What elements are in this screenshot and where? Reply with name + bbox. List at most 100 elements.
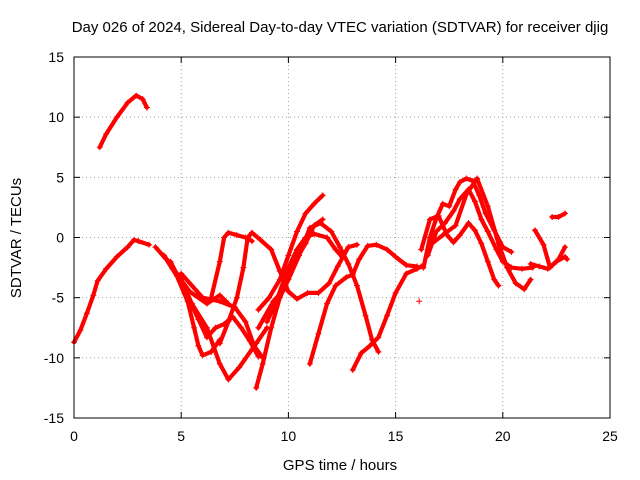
data-point xyxy=(255,324,262,331)
data-point xyxy=(293,228,300,235)
data-point xyxy=(167,258,174,265)
data-point xyxy=(491,276,498,283)
data-point xyxy=(549,214,556,221)
data-point xyxy=(420,264,427,271)
data-point xyxy=(416,298,423,305)
data-point xyxy=(90,292,97,299)
data-point xyxy=(521,286,528,293)
data-point xyxy=(253,384,260,391)
series-line xyxy=(419,213,501,288)
data-point xyxy=(435,212,442,219)
data-point xyxy=(238,324,245,331)
x-tick-label: 5 xyxy=(177,428,185,444)
data-point xyxy=(345,244,352,251)
data-point xyxy=(452,186,459,193)
data-point xyxy=(124,99,131,106)
y-tick-label: -10 xyxy=(44,350,64,366)
series-track-1 xyxy=(96,92,150,151)
data-point xyxy=(199,352,206,359)
data-point xyxy=(444,232,451,239)
data-point xyxy=(240,264,247,271)
x-tick-label: 20 xyxy=(495,428,511,444)
data-point xyxy=(143,104,150,111)
x-tick-label: 15 xyxy=(388,428,404,444)
data-point xyxy=(306,360,313,367)
data-point xyxy=(540,241,547,248)
data-point xyxy=(191,324,198,331)
data-point xyxy=(311,222,318,229)
data-point xyxy=(77,327,84,334)
series-track-18 xyxy=(429,175,534,293)
data-point xyxy=(203,334,210,341)
data-point xyxy=(478,216,485,223)
data-point xyxy=(358,350,365,357)
data-point xyxy=(531,227,538,234)
data-point xyxy=(328,228,335,235)
data-point xyxy=(233,232,240,239)
data-point xyxy=(484,203,491,210)
data-point xyxy=(403,270,410,277)
data-point xyxy=(83,310,90,317)
data-point xyxy=(414,265,421,272)
data-point xyxy=(429,240,436,247)
data-point xyxy=(456,232,463,239)
chart-title: Day 026 of 2024, Sidereal Day-to-day VTE… xyxy=(72,19,609,36)
data-point xyxy=(561,244,568,251)
y-tick-label: 5 xyxy=(56,169,64,185)
data-point xyxy=(512,280,519,287)
data-point xyxy=(527,276,534,283)
data-point xyxy=(463,191,470,198)
data-point xyxy=(268,324,275,331)
data-point xyxy=(555,256,562,263)
data-point xyxy=(195,342,202,349)
series-track-17 xyxy=(424,186,536,272)
data-point xyxy=(456,179,463,186)
data-point xyxy=(319,192,326,199)
data-point xyxy=(426,216,433,223)
series-track-2 xyxy=(71,236,153,346)
data-point xyxy=(113,253,120,260)
data-point xyxy=(195,316,202,323)
data-point xyxy=(349,366,356,373)
data-point xyxy=(276,276,283,283)
data-point xyxy=(152,244,159,251)
data-point xyxy=(216,292,223,299)
x-tick-label: 25 xyxy=(602,428,618,444)
data-point xyxy=(450,208,457,215)
data-point xyxy=(561,210,568,217)
data-point xyxy=(339,253,345,260)
data-point xyxy=(178,270,185,277)
data-point xyxy=(334,263,341,270)
data-point xyxy=(225,229,232,236)
data-point xyxy=(113,114,120,121)
series-line xyxy=(168,259,261,359)
data-point xyxy=(326,280,333,287)
data-point xyxy=(384,312,391,319)
series-track-21 xyxy=(531,227,568,271)
data-point xyxy=(94,277,101,284)
data-point xyxy=(131,236,138,243)
data-point xyxy=(255,306,262,313)
data-point xyxy=(323,234,330,241)
data-point xyxy=(212,324,219,331)
data-point xyxy=(124,244,131,251)
data-point xyxy=(403,262,410,269)
data-point xyxy=(257,236,264,243)
data-point xyxy=(508,248,515,255)
data-point xyxy=(236,364,243,371)
data-point xyxy=(96,144,103,151)
data-point xyxy=(208,294,215,301)
data-point xyxy=(311,230,318,237)
data-point xyxy=(285,252,292,259)
data-point xyxy=(332,246,339,253)
data-point xyxy=(203,300,210,307)
data-point xyxy=(251,342,258,349)
data-point xyxy=(546,264,553,271)
data-point xyxy=(323,300,330,307)
data-point xyxy=(474,175,481,182)
data-point xyxy=(495,282,502,289)
data-point xyxy=(285,288,292,295)
data-point xyxy=(345,260,352,267)
data-point xyxy=(463,175,470,182)
data-point xyxy=(135,238,142,245)
